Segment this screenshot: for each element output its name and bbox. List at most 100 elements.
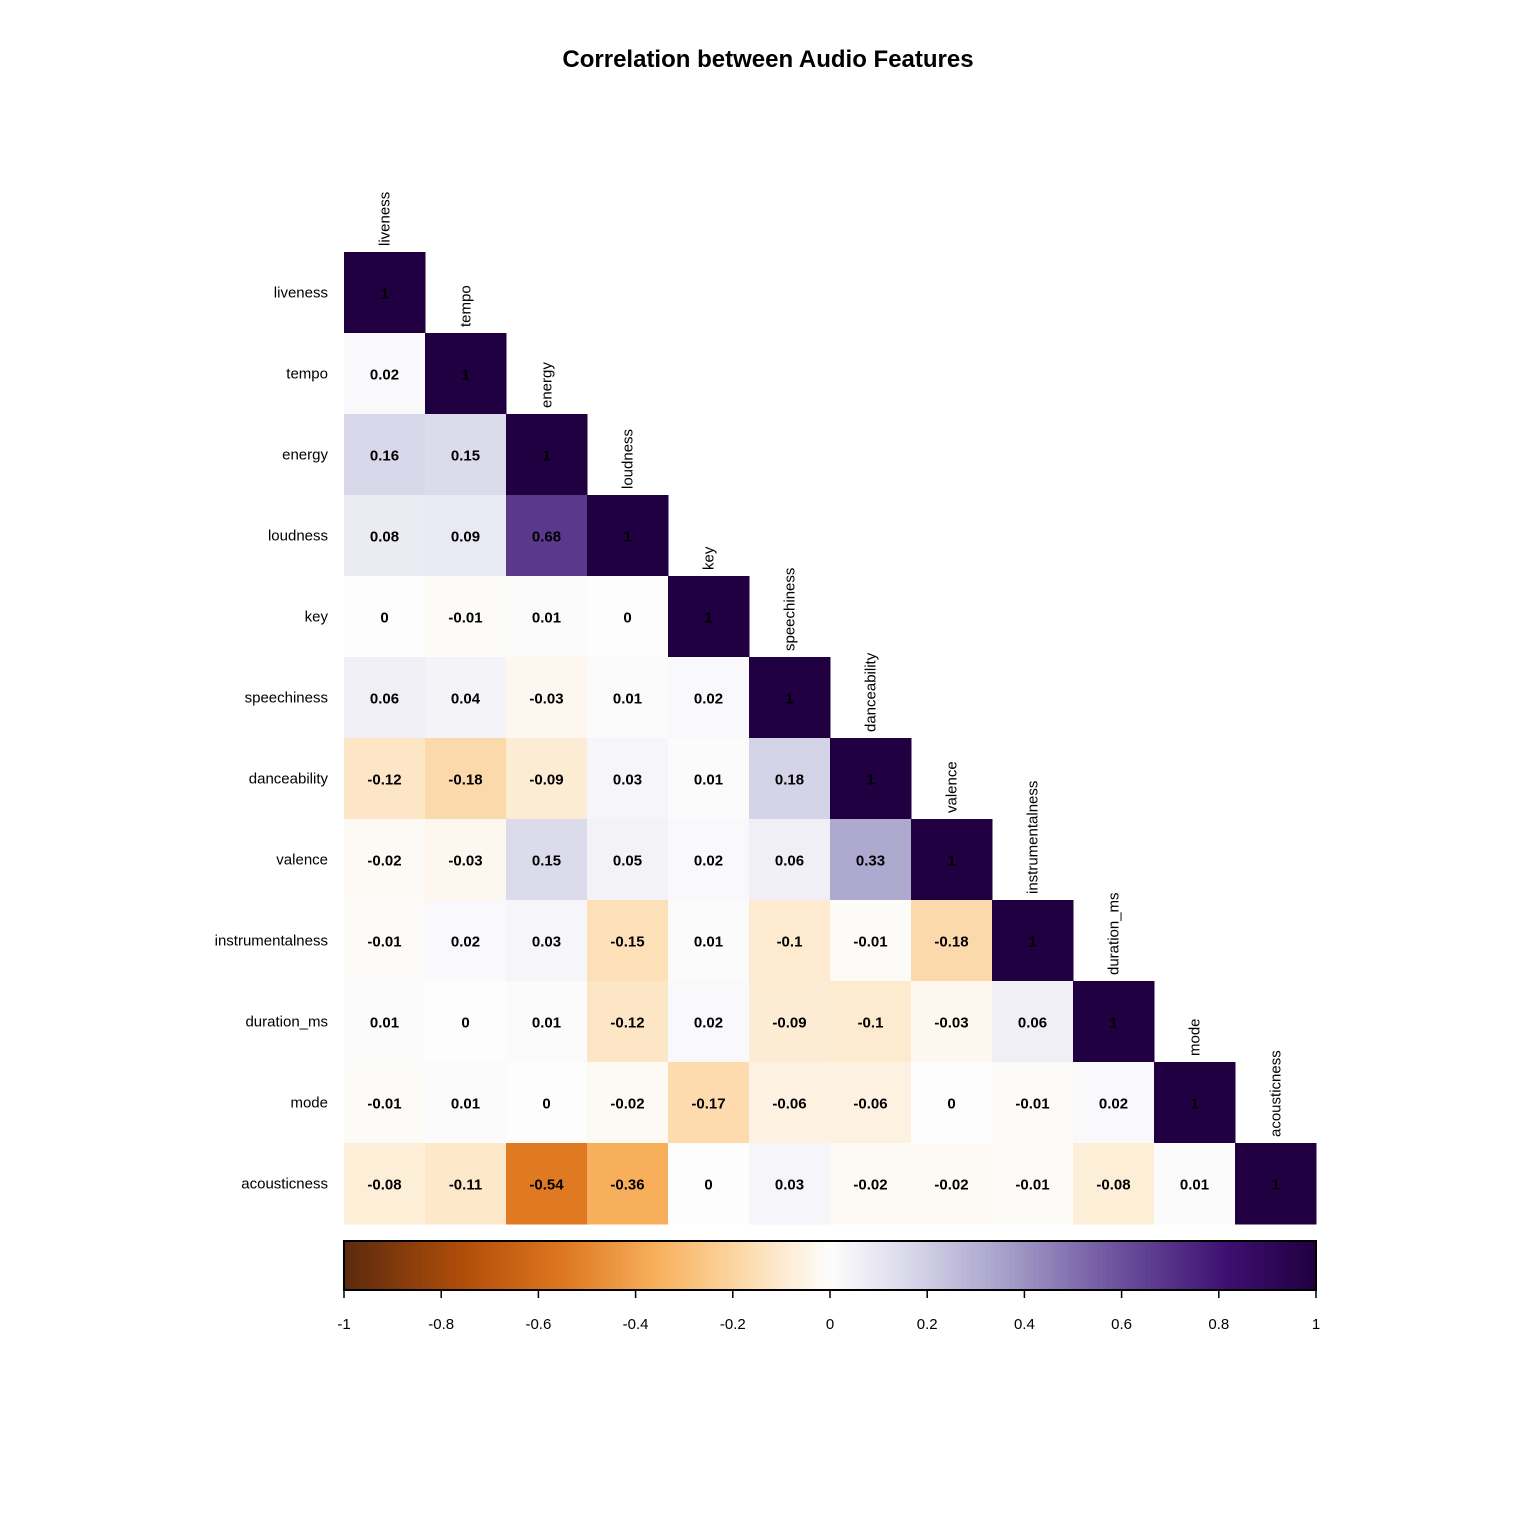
- colorbar-segment: [805, 1241, 812, 1290]
- colorbar-segment: [1000, 1241, 1006, 1290]
- cell-value-label: 0.01: [613, 691, 642, 708]
- colorbar-segment: [1019, 1241, 1025, 1290]
- cell-value-label: 0: [623, 610, 631, 627]
- colorbar-segment: [1073, 1241, 1079, 1290]
- colorbar-segment: [669, 1241, 676, 1290]
- colorbar-segment: [864, 1241, 870, 1290]
- colorbar-segment: [975, 1241, 982, 1290]
- cell-value-label: -0.01: [367, 934, 401, 951]
- colorbar-segment: [723, 1241, 729, 1290]
- colorbar-segment: [514, 1241, 520, 1290]
- cell-value-label: 0.02: [694, 691, 723, 708]
- colorbar-segment: [460, 1241, 467, 1290]
- colorbar-segment: [344, 1241, 350, 1290]
- colorbar-segment: [397, 1241, 403, 1290]
- heatmap-cell: [1073, 1062, 1155, 1144]
- colorbar-segment: [499, 1241, 505, 1290]
- heatmap-cell: [911, 981, 993, 1063]
- colorbar-segment: [970, 1241, 977, 1290]
- colorbar-tick-label: -0.8: [428, 1316, 454, 1333]
- row-label: energy: [282, 447, 328, 464]
- colorbar-segment: [1247, 1241, 1254, 1290]
- cell-value-label: 0: [542, 1096, 550, 1113]
- colorbar-segment: [1136, 1241, 1142, 1290]
- colorbar-segment: [674, 1241, 680, 1290]
- heatmap-cell: [911, 819, 993, 901]
- colorbar-segment: [713, 1241, 719, 1290]
- column-label: speechiness: [782, 568, 799, 651]
- colorbar-segment: [606, 1241, 612, 1290]
- colorbar-segment: [577, 1241, 583, 1290]
- colorbar-segment: [1063, 1241, 1069, 1290]
- heatmap-cell: [587, 495, 669, 577]
- colorbar-segment: [1296, 1241, 1303, 1290]
- colorbar-tick-label: 0: [826, 1316, 834, 1333]
- colorbar-segment: [927, 1241, 933, 1290]
- column-label: energy: [539, 362, 556, 408]
- colorbar-segment: [757, 1241, 763, 1290]
- heatmap-cell: [587, 1062, 669, 1144]
- heatmap-cell: [506, 1062, 588, 1144]
- colorbar-segment: [1116, 1241, 1123, 1290]
- colorbar-segment: [582, 1241, 588, 1290]
- heatmap-cell: [830, 900, 912, 982]
- cell-value-label: 1: [542, 448, 550, 465]
- colorbar-segment: [747, 1241, 753, 1290]
- colorbar-segment: [635, 1241, 642, 1290]
- colorbar-segment: [737, 1241, 744, 1290]
- cell-value-label: 0.04: [451, 691, 481, 708]
- colorbar-segment: [480, 1241, 486, 1290]
- heatmap-cell: [425, 333, 507, 415]
- colorbar-segment: [1014, 1241, 1021, 1290]
- heatmap-cell: [425, 414, 507, 496]
- cell-value-label: 0.33: [856, 853, 885, 870]
- colorbar-segment: [407, 1241, 413, 1290]
- heatmap-cell: [506, 576, 588, 658]
- colorbar-segment: [528, 1241, 535, 1290]
- column-label: duration_ms: [1106, 892, 1123, 975]
- colorbar-segment: [966, 1241, 972, 1290]
- colorbar-segment: [1082, 1241, 1089, 1290]
- heatmap-cell: [587, 1143, 669, 1225]
- cell-value-label: 0.15: [532, 853, 561, 870]
- cell-value-label: 0.08: [370, 529, 399, 546]
- colorbar-segment: [1228, 1241, 1234, 1290]
- row-label: tempo: [286, 366, 328, 383]
- heatmap-cell: [1154, 1143, 1236, 1225]
- colorbar-segment: [630, 1241, 637, 1290]
- colorbar-tick-label: 0.6: [1111, 1316, 1132, 1333]
- colorbar-segment: [1311, 1241, 1317, 1290]
- column-label: loudness: [620, 429, 637, 489]
- colorbar-segment: [1184, 1241, 1191, 1290]
- colorbar-segment: [718, 1241, 724, 1290]
- heatmap-cell: [506, 1143, 588, 1225]
- heatmap-cell: [344, 1062, 426, 1144]
- colorbar-segment: [1053, 1241, 1060, 1290]
- colorbar-segment: [956, 1241, 962, 1290]
- colorbar-tick-label: -0.6: [525, 1316, 551, 1333]
- cell-value-label: -0.01: [367, 1096, 401, 1113]
- colorbar-segment: [1058, 1241, 1064, 1290]
- cell-value-label: 1: [623, 529, 631, 546]
- colorbar-segment: [689, 1241, 695, 1290]
- colorbar-segment: [1048, 1241, 1055, 1290]
- heatmap-cell: [830, 1143, 912, 1225]
- colorbar-tick-label: -1: [337, 1316, 350, 1333]
- cell-value-label: 0.01: [532, 1015, 561, 1032]
- colorbar-segment: [830, 1241, 836, 1290]
- cell-value-label: -0.54: [529, 1177, 564, 1194]
- heatmap-cell: [425, 1062, 507, 1144]
- colorbar-segment: [1165, 1241, 1171, 1290]
- heatmap-cell: [830, 981, 912, 1063]
- cell-value-label: 0.09: [451, 529, 480, 546]
- colorbar-segment: [732, 1241, 739, 1290]
- colorbar-segment: [786, 1241, 792, 1290]
- heatmap-cell: [506, 495, 588, 577]
- heatmap-cell: [749, 819, 831, 901]
- row-label: danceability: [249, 771, 329, 788]
- column-label: key: [701, 546, 718, 570]
- colorbar-segment: [523, 1241, 530, 1290]
- colorbar-segment: [781, 1241, 787, 1290]
- heatmap-cell: [668, 1143, 750, 1225]
- colorbar-tick-label: -0.2: [720, 1316, 746, 1333]
